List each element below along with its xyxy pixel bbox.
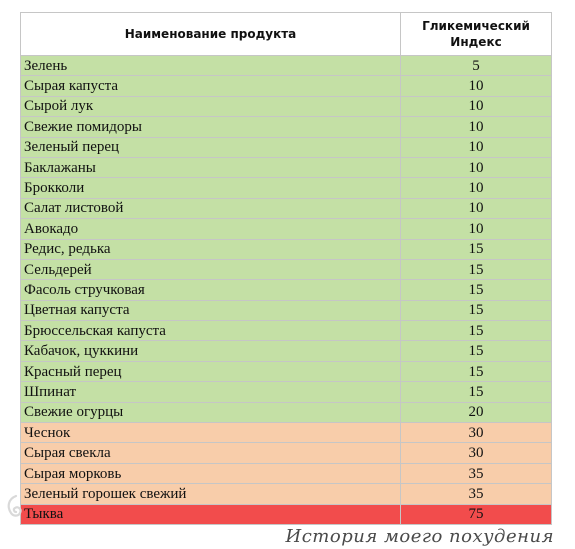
product-name-cell: Тыква bbox=[20, 503, 401, 525]
product-name-cell: Авокадо bbox=[20, 218, 401, 240]
table-row: Сырая морковь 35 bbox=[20, 462, 552, 485]
product-name-cell: Свежие огурцы bbox=[20, 401, 401, 424]
gi-value-cell: 15 bbox=[400, 279, 552, 301]
table-header: Наименование продукта Гликемический Инде… bbox=[20, 12, 552, 56]
table-row: Зеленый горошек свежий 35 bbox=[20, 483, 552, 505]
gi-value-cell: 10 bbox=[400, 136, 552, 158]
gi-value-cell: 30 bbox=[400, 422, 552, 444]
product-name-cell: Брокколи bbox=[20, 177, 401, 199]
gi-value-cell: 15 bbox=[400, 360, 552, 383]
gi-value-cell: 5 bbox=[400, 54, 552, 77]
gi-value-cell: 10 bbox=[400, 197, 552, 220]
table-row: Сырая свекла 30 bbox=[20, 442, 552, 464]
product-name-cell: Фасоль стручковая bbox=[20, 279, 401, 301]
table-row: Шпинат 15 bbox=[20, 381, 552, 403]
table-row: Цветная капуста 15 bbox=[20, 299, 552, 322]
product-name-cell: Салат листовой bbox=[20, 197, 401, 220]
gi-value-cell: 10 bbox=[400, 75, 552, 97]
product-name-cell: Зеленый перец bbox=[20, 136, 401, 158]
gi-value-cell: 15 bbox=[400, 258, 552, 281]
gi-value-cell: 10 bbox=[400, 116, 552, 138]
table-row: Тыква 75 bbox=[20, 503, 552, 525]
table-row: Авокадо 10 bbox=[20, 218, 552, 240]
table-row: Фасоль стручковая 15 bbox=[20, 279, 552, 301]
header-gi: Гликемический Индекс bbox=[400, 12, 552, 56]
product-name-cell: Баклажаны bbox=[20, 156, 401, 179]
product-name-cell: Сельдерей bbox=[20, 258, 401, 281]
gi-value-cell: 10 bbox=[400, 156, 552, 179]
product-name-cell: Зеленый горошек свежий bbox=[20, 483, 401, 505]
gi-value-cell: 15 bbox=[400, 340, 552, 362]
table-row: Баклажаны 10 bbox=[20, 156, 552, 179]
table-row: Сельдерей 15 bbox=[20, 258, 552, 281]
table-row: Зелень 5 bbox=[20, 54, 552, 77]
watermark-caption: История моего похудения bbox=[285, 526, 554, 547]
gi-value-cell: 10 bbox=[400, 177, 552, 199]
product-name-cell: Сырая свекла bbox=[20, 442, 401, 464]
gi-value-cell: 35 bbox=[400, 483, 552, 505]
swirl-logo-icon bbox=[7, 494, 22, 517]
product-name-cell: Сырая морковь bbox=[20, 462, 401, 485]
product-name-cell: Сырая капуста bbox=[20, 75, 401, 97]
product-name-cell: Свежие помидоры bbox=[20, 116, 401, 138]
product-name-cell: Чеснок bbox=[20, 422, 401, 444]
product-name-cell: Брюссельская капуста bbox=[20, 320, 401, 342]
header-gi-line2: Индекс bbox=[450, 35, 502, 49]
table-row: Брокколи 10 bbox=[20, 177, 552, 199]
gi-value-cell: 15 bbox=[400, 238, 552, 260]
product-name-cell: Зелень bbox=[20, 54, 401, 77]
gi-value-cell: 10 bbox=[400, 218, 552, 240]
table-row: Кабачок, цуккини 15 bbox=[20, 340, 552, 362]
gi-value-cell: 20 bbox=[400, 401, 552, 424]
table-row: Редис, редька 15 bbox=[20, 238, 552, 260]
header-gi-line1: Гликемический bbox=[422, 19, 530, 33]
table-row: Красный перец 15 bbox=[20, 360, 552, 383]
header-product-label: Наименование продукта bbox=[124, 27, 297, 41]
gi-value-cell: 10 bbox=[400, 95, 552, 118]
header-product: Наименование продукта bbox=[20, 12, 401, 56]
table-row: Свежие помидоры 10 bbox=[20, 116, 552, 138]
table-row: Зеленый перец 10 bbox=[20, 136, 552, 158]
product-name-cell: Редис, редька bbox=[20, 238, 401, 260]
table-row: Брюссельская капуста 15 bbox=[20, 320, 552, 342]
product-name-cell: Кабачок, цуккини bbox=[20, 340, 401, 362]
product-name-cell: Сырой лук bbox=[20, 95, 401, 118]
gi-value-cell: 75 bbox=[400, 503, 552, 525]
table-row: Сырой лук 10 bbox=[20, 95, 552, 118]
product-name-cell: Красный перец bbox=[20, 360, 401, 383]
table-body: Зелень 5 Сырая капуста 10 Сырой лук 10 Свежие … bbox=[20, 54, 552, 525]
glycemic-index-table: Наименование продукта Гликемический Инде… bbox=[20, 12, 552, 525]
gi-value-cell: 15 bbox=[400, 381, 552, 403]
table-row: Сырая капуста 10 bbox=[20, 75, 552, 97]
table-row: Свежие огурцы 20 bbox=[20, 401, 552, 424]
table-row: Салат листовой 10 bbox=[20, 197, 552, 220]
gi-value-cell: 15 bbox=[400, 320, 552, 342]
product-name-cell: Цветная капуста bbox=[20, 299, 401, 322]
gi-value-cell: 35 bbox=[400, 462, 552, 485]
gi-value-cell: 15 bbox=[400, 299, 552, 322]
product-name-cell: Шпинат bbox=[20, 381, 401, 403]
table-row: Чеснок 30 bbox=[20, 422, 552, 444]
gi-value-cell: 30 bbox=[400, 442, 552, 464]
